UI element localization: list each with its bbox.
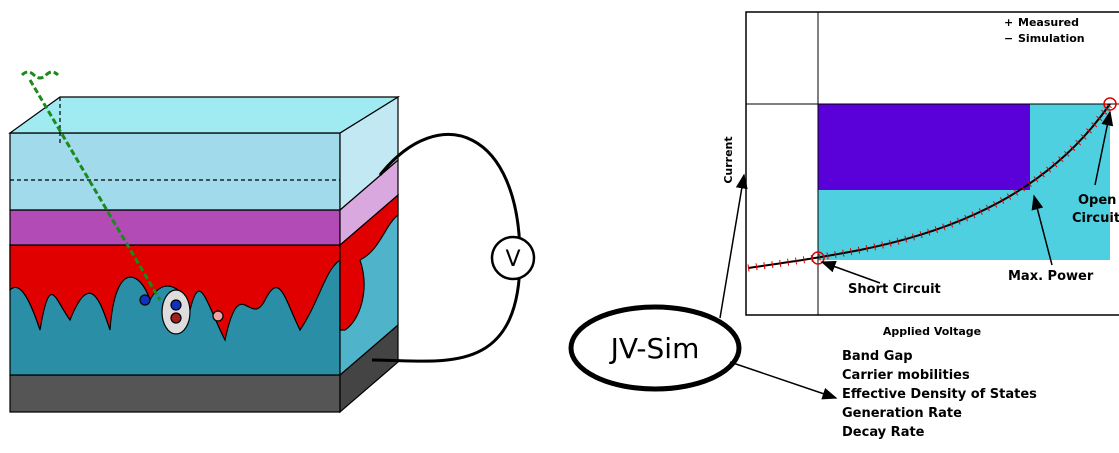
parameter: Carrier mobilities: [842, 368, 970, 383]
voltmeter-label: V: [505, 247, 520, 272]
y-axis-label: Current: [722, 136, 735, 183]
parameter: Band Gap: [842, 349, 913, 364]
svg-text:−: −: [1004, 32, 1013, 45]
parameter: Effective Density of States: [842, 387, 1037, 402]
parameter: Decay Rate: [842, 425, 925, 440]
parameter-list: Band Gap Carrier mobilities Effective Dens…: [842, 349, 1037, 440]
parameter: Generation Rate: [842, 406, 962, 421]
simulator-name: JV-Sim: [609, 332, 700, 365]
annotation: Circuit: [1072, 211, 1119, 226]
annotation: Short Circuit: [848, 282, 941, 297]
annotation: Open: [1078, 193, 1116, 208]
svg-text:+: +: [1004, 16, 1013, 29]
legend-entry: Simulation: [1018, 32, 1085, 45]
legend-entry: Measured: [1018, 16, 1079, 29]
x-axis-label: Applied Voltage: [883, 325, 981, 338]
diagram: V + − Measured Simulation Current Applie…: [0, 0, 1119, 453]
annotation: Max. Power: [1008, 269, 1094, 284]
